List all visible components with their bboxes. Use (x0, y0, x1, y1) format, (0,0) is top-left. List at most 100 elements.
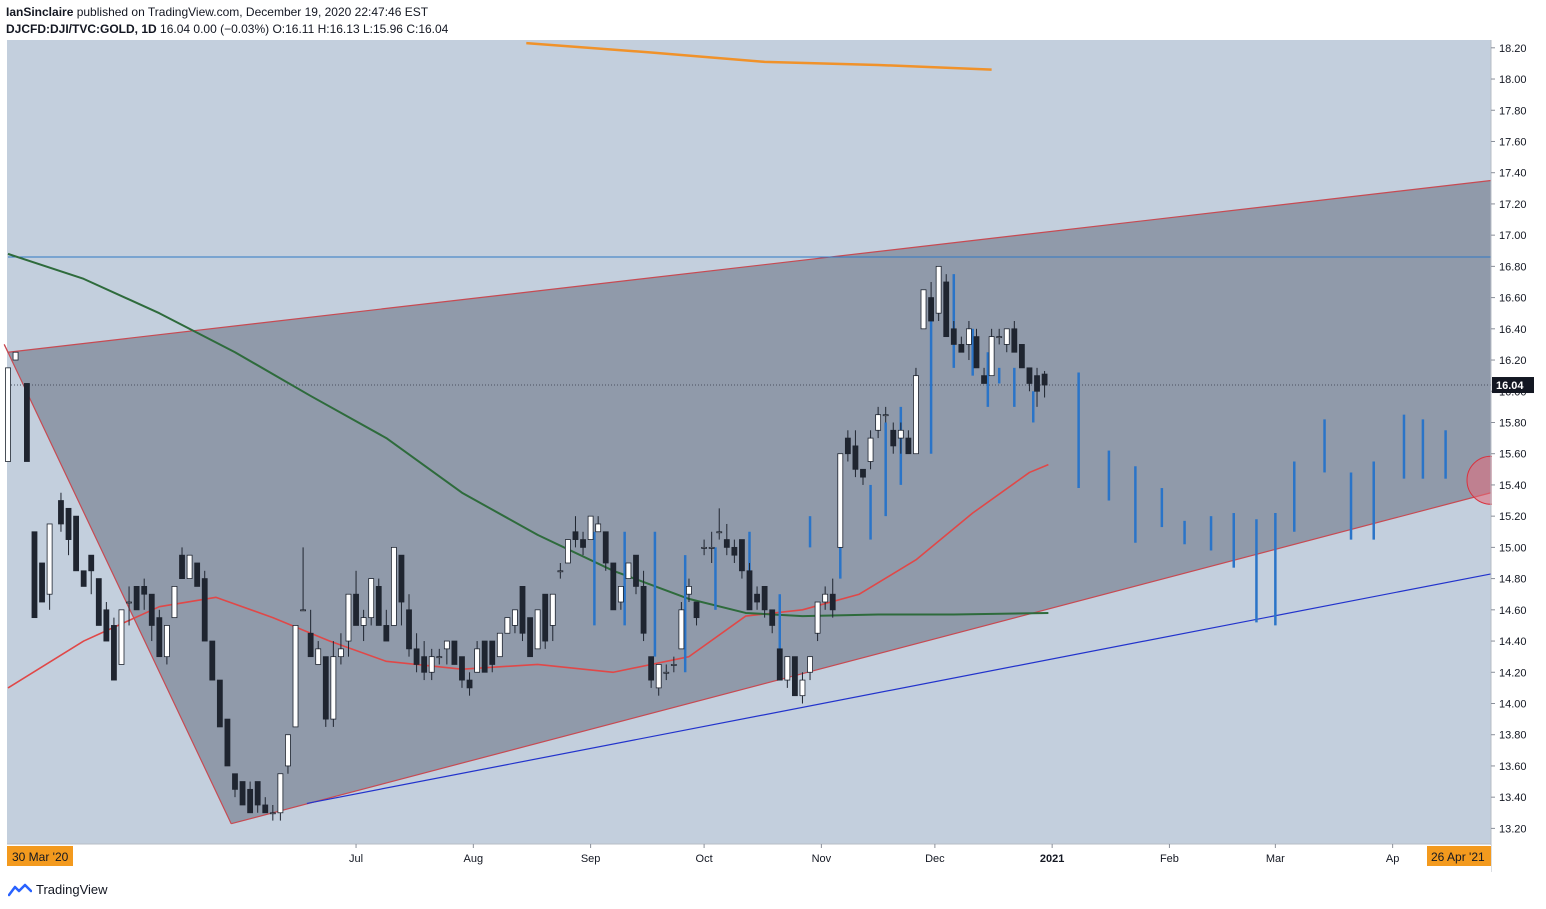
candle-body (731, 546, 738, 556)
y-tick-label: 14.80 (1499, 574, 1527, 586)
candle-body (655, 664, 662, 689)
candle-down (375, 578, 382, 626)
candle-down (31, 531, 38, 619)
candle-body (595, 523, 602, 533)
candle-down (860, 468, 866, 485)
time-axis-bg[interactable] (7, 845, 1491, 872)
candle-down (216, 679, 223, 728)
y-tick-label: 14.60 (1499, 605, 1527, 617)
candle-down (39, 562, 45, 603)
candle-body (678, 609, 685, 650)
candle-up (867, 430, 874, 470)
candle-body (852, 445, 859, 470)
candle-body (519, 586, 526, 634)
candle-down (731, 539, 738, 563)
candle-up (557, 562, 564, 579)
candle-body (807, 656, 813, 673)
candle-up (655, 664, 662, 696)
candle-body (103, 609, 110, 642)
candle-body (141, 586, 148, 595)
candle-up (12, 351, 19, 361)
candle-down (928, 281, 934, 322)
candle-body (928, 297, 934, 322)
candle-body (186, 554, 193, 580)
candle-body (557, 570, 564, 573)
candle-up (345, 593, 352, 657)
candle-down (1018, 344, 1025, 369)
tradingview-logo-text: TradingView (36, 882, 108, 897)
candle-up (360, 609, 367, 642)
candle-down (58, 492, 64, 532)
candle-down (307, 609, 314, 658)
candle-down (844, 430, 851, 462)
author-name[interactable]: IanSinclaire (6, 5, 74, 19)
y-tick-label: 13.20 (1499, 823, 1527, 835)
candle-up (625, 562, 632, 580)
candle-down (209, 640, 216, 681)
symbol-label[interactable]: DJCFD:DJI/TVC:GOLD, 1D (6, 22, 157, 36)
candle-up (315, 641, 322, 665)
publish-date: published on TradingView.com, December 1… (73, 5, 429, 19)
candle-down (383, 609, 390, 642)
tradingview-logo[interactable]: TradingView (8, 882, 108, 897)
candle-down (746, 562, 753, 611)
candle-down (156, 609, 163, 658)
x-tick-label: Dec (925, 853, 945, 865)
tradingview-logo-icon (8, 883, 32, 896)
candle-body (201, 578, 208, 642)
candle-down (580, 531, 586, 556)
candle-up (822, 586, 829, 610)
candle-up (126, 586, 132, 626)
candle-body (353, 593, 359, 626)
candle-down (981, 367, 987, 384)
channel-lower-line (231, 492, 1492, 825)
symbol-info: DJCFD:DJI/TVC:GOLD, 1D 16.04 0.00 (−0.03… (6, 22, 448, 36)
candle-up (784, 656, 791, 688)
candle-down (610, 562, 617, 611)
y-tick-label: 15.80 (1499, 417, 1527, 429)
y-tick-label: 17.20 (1499, 199, 1527, 211)
candle-body (565, 539, 571, 564)
x-tick-label: Jul (349, 853, 363, 865)
last-price-text: 16.04 (1496, 380, 1524, 392)
candle-body (330, 656, 337, 720)
candle-up (534, 609, 541, 650)
price-axis-bg[interactable] (1492, 40, 1546, 844)
candle-up (390, 546, 397, 626)
candle-down (103, 602, 110, 642)
candle-up (996, 328, 1003, 345)
channel-upper-line (7, 179, 1492, 353)
y-tick-label: 13.40 (1499, 792, 1527, 804)
candle-down (111, 617, 117, 681)
candle-down (141, 578, 148, 610)
candle-body (966, 328, 972, 345)
x-tick-label: Nov (812, 853, 832, 865)
candle-body (474, 648, 481, 673)
candle-body (496, 632, 503, 658)
candle-up (269, 804, 276, 821)
candle-up (46, 523, 53, 610)
candle-body (527, 617, 533, 658)
candle-up (807, 656, 813, 681)
candle-down (406, 594, 412, 657)
candle-down (398, 554, 405, 626)
candle-down (262, 797, 269, 814)
candle-body (126, 601, 132, 604)
candle-up (443, 640, 450, 665)
candle-body (459, 656, 465, 681)
candle-body (913, 375, 919, 455)
channel-left-line (3, 344, 232, 824)
end-date-text: 26 Apr '21 (1431, 850, 1485, 864)
y-tick-label: 16.20 (1499, 355, 1527, 367)
candle-body (958, 344, 965, 353)
candle-body (943, 281, 950, 338)
candle-down (973, 328, 980, 369)
candle-body (73, 515, 79, 572)
candle-body (88, 554, 95, 572)
candle-body (1026, 367, 1033, 384)
start-date-label: 30 Mar '20 (7, 846, 73, 866)
candle-body (224, 718, 231, 767)
candle-body (209, 640, 216, 681)
candle-up (966, 321, 972, 361)
